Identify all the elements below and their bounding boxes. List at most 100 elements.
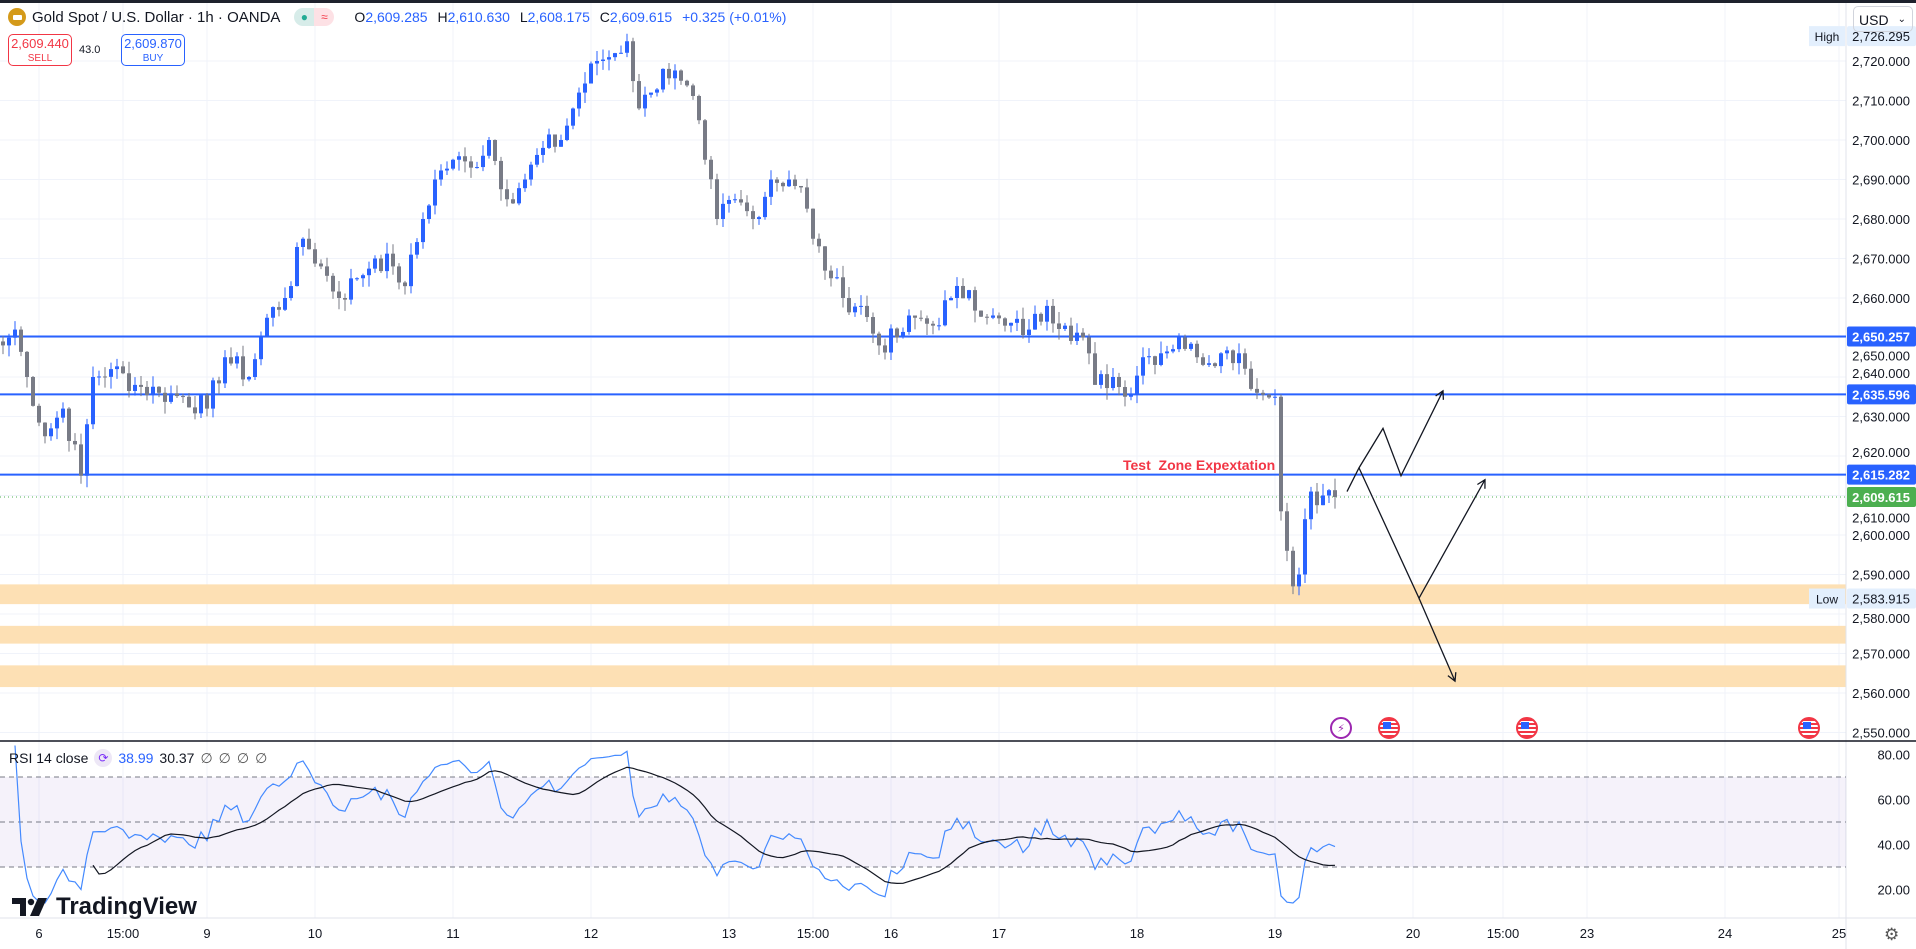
us-flag-icon[interactable] (1378, 717, 1400, 739)
candle-body (895, 328, 899, 338)
candle-body (241, 356, 245, 380)
candle-body (1021, 318, 1025, 336)
candle-body (703, 120, 707, 160)
rsi-refresh-icon[interactable]: ⟳ (94, 749, 113, 767)
candle-body (931, 323, 935, 326)
candle-body (619, 52, 623, 54)
candle-body (1141, 357, 1145, 376)
candle-body (1231, 350, 1235, 364)
us-flag-icon[interactable] (1516, 717, 1538, 739)
candle-body (733, 199, 737, 201)
candle-body (973, 290, 977, 311)
candle-body (355, 278, 359, 280)
level-price-tag-bg (1847, 464, 1916, 485)
candle-body (919, 317, 923, 319)
candle-body (1297, 574, 1301, 587)
candle-body (199, 395, 203, 414)
candle-body (103, 376, 107, 378)
candle-body (1195, 343, 1199, 358)
buy-price: 2,609.870 (124, 36, 182, 51)
us-flag-icon[interactable] (1798, 717, 1820, 739)
time-axis-label: 15:00 (797, 926, 830, 941)
candle-body (79, 444, 83, 476)
time-axis-label: 16 (884, 926, 898, 941)
buy-button[interactable]: 2,609.870 BUY (121, 34, 185, 66)
candle-body (571, 108, 575, 126)
candle-body (421, 219, 425, 243)
candle-body (913, 315, 917, 318)
candle-body (187, 396, 191, 408)
time-axis-label: 20 (1406, 926, 1420, 941)
candle-body (583, 83, 587, 93)
sell-button[interactable]: 2,609.440 SELL (8, 34, 72, 66)
candle-body (289, 286, 293, 298)
time-axis-label: 15:00 (107, 926, 140, 941)
candle-body (7, 337, 11, 346)
candle-body (1201, 357, 1205, 365)
candle-body (211, 380, 215, 409)
candle-body (715, 179, 719, 219)
candle-body (1087, 337, 1091, 354)
currency-select[interactable]: USD ⌄ (1853, 6, 1913, 32)
candle-body (1279, 396, 1283, 512)
candle-body (955, 285, 959, 298)
candle-body (487, 140, 491, 156)
candle-body (517, 188, 521, 204)
candle-body (811, 208, 815, 239)
settings-gear-icon[interactable]: ⚙ (1884, 925, 1900, 944)
candle-body (553, 134, 557, 147)
support-zone[interactable] (0, 625, 1846, 644)
candle-body (961, 285, 965, 299)
candle-body (457, 156, 461, 160)
support-zone[interactable] (0, 665, 1846, 688)
projection-path[interactable] (1358, 467, 1486, 600)
candle-body (361, 275, 365, 279)
rsi-axis-label: 40.00 (1877, 838, 1910, 853)
rsi-ma-line (92, 766, 1336, 885)
projection-path[interactable] (1346, 390, 1444, 492)
time-axis-label: 11 (446, 926, 460, 941)
candle-body (835, 277, 839, 279)
candle-body (757, 217, 761, 219)
candle-body (175, 393, 179, 397)
candle-body (685, 80, 689, 86)
market-status-pill[interactable]: ● ≈ (294, 8, 335, 26)
candle-body (649, 92, 653, 95)
candle-body (505, 189, 509, 200)
candle-body (139, 384, 143, 387)
low-label-bg (1809, 588, 1845, 609)
candle-body (859, 305, 863, 307)
candle-body (19, 329, 23, 352)
candle-body (1189, 343, 1193, 349)
chevron-down-icon: ⌄ (1897, 14, 1906, 25)
candle-body (1117, 377, 1121, 388)
time-axis-label: 13 (722, 926, 736, 941)
tradingview-logo[interactable]: TradingView (12, 893, 197, 921)
candle-body (91, 377, 95, 425)
lightning-icon[interactable]: ⚡ (1330, 717, 1352, 739)
candle-body (775, 179, 779, 183)
price-axis-label: 2,550.000 (1852, 726, 1910, 741)
candle-body (769, 179, 773, 197)
support-zone[interactable] (0, 584, 1846, 605)
price-axis-label: 2,570.000 (1852, 647, 1910, 662)
rsi-title[interactable]: RSI 14 close (9, 750, 89, 766)
rsi-axis-label: 80.00 (1877, 748, 1910, 763)
high-label: High (1815, 30, 1840, 44)
candle-body (577, 92, 581, 109)
candle-body (1273, 396, 1277, 398)
time-axis-label: 12 (584, 926, 598, 941)
candle-body (1177, 337, 1181, 350)
candle-body (853, 306, 857, 313)
projection-path[interactable] (1418, 597, 1456, 682)
rsi-axis-label: 60.00 (1877, 793, 1910, 808)
test-zone-annotation[interactable]: Test Zone Expextation (1123, 457, 1276, 473)
candle-body (679, 70, 683, 81)
symbol-title[interactable]: Gold Spot / U.S. Dollar · 1h · OANDA (32, 8, 281, 26)
candle-body (463, 156, 467, 162)
rsi-extra: ∅ (218, 749, 231, 766)
time-axis-label: 17 (992, 926, 1006, 941)
candle-body (523, 179, 527, 189)
candle-body (307, 238, 311, 250)
